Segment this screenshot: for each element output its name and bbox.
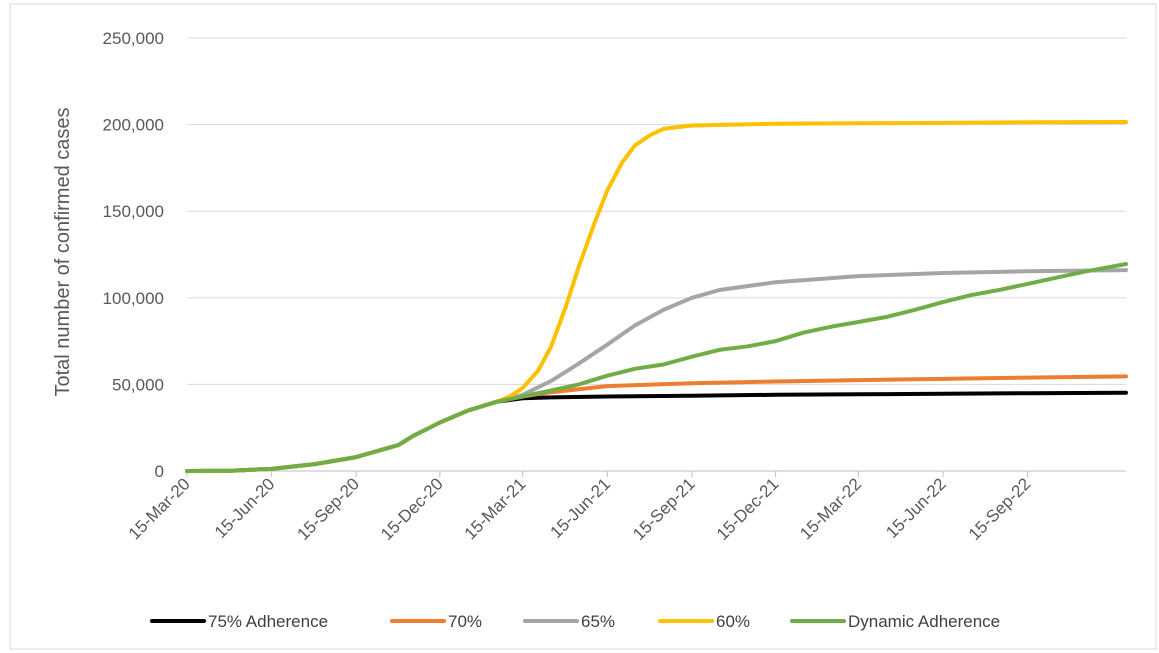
x-tick-label: 15-Sep-20 bbox=[293, 474, 363, 544]
series-line-2 bbox=[185, 374, 1128, 473]
series-line-3 bbox=[185, 268, 1128, 473]
series-line-1 bbox=[185, 390, 1128, 473]
x-tick-label: 15-Jun-22 bbox=[882, 474, 950, 542]
axes bbox=[186, 470, 1126, 477]
y-tick-label: 250,000 bbox=[103, 29, 164, 48]
x-tick-label: 15-Dec-20 bbox=[377, 474, 447, 544]
x-tick-label: 15-Mar-21 bbox=[461, 474, 530, 543]
legend-label: Dynamic Adherence bbox=[848, 612, 1000, 631]
series-line-5 bbox=[185, 262, 1128, 473]
x-tick-label: 15-Jun-20 bbox=[211, 474, 279, 542]
legend-label: 60% bbox=[716, 612, 750, 631]
chart-frame bbox=[9, 3, 1157, 650]
x-tick-label: 15-Mar-20 bbox=[125, 474, 194, 543]
series-line-4 bbox=[185, 120, 1128, 473]
gridlines bbox=[187, 37, 1126, 385]
axis-labels: 0 50,000 100,000 150,000 200,000 250,000 15-Ma… bbox=[103, 29, 1035, 544]
y-tick-label: 150,000 bbox=[103, 202, 164, 221]
y-tick-label: 200,000 bbox=[103, 116, 164, 135]
legend: 75% Adherence 70% 65% 60% Dynamic Adherence bbox=[150, 612, 1000, 631]
y-tick-label: 100,000 bbox=[103, 289, 164, 308]
y-tick-label: 0 bbox=[155, 462, 164, 481]
x-tick-label: 15-Jun-21 bbox=[547, 474, 615, 542]
y-axis-title: Total number of confirmed cases bbox=[52, 107, 74, 396]
x-tick-label: 15-Mar-22 bbox=[796, 474, 865, 543]
legend-label: 65% bbox=[581, 612, 615, 631]
y-tick-label: 50,000 bbox=[112, 375, 164, 394]
legend-label: 75% Adherence bbox=[208, 612, 328, 631]
x-tick-label: 15-Sep-21 bbox=[629, 474, 699, 544]
x-tick-label: 15-Sep-22 bbox=[965, 474, 1035, 544]
plot-area bbox=[185, 120, 1128, 473]
legend-label: 70% bbox=[448, 612, 482, 631]
x-tick-label: 15-Dec-21 bbox=[713, 474, 783, 544]
